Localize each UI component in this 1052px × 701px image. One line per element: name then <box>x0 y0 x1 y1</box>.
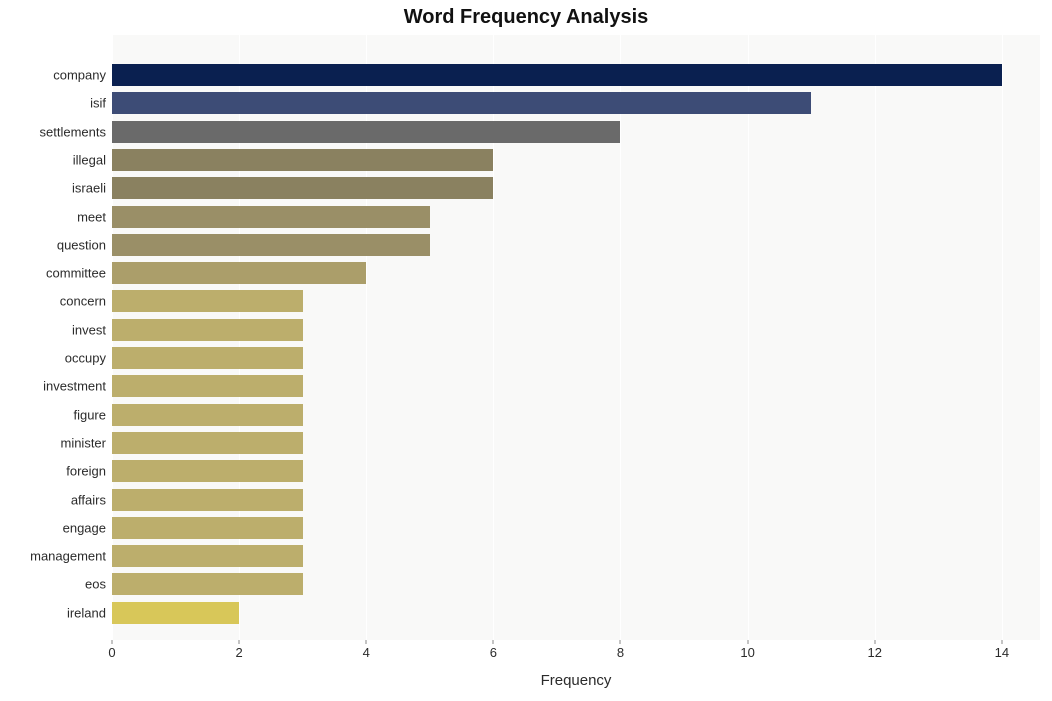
x-tick-label: 6 <box>490 645 497 660</box>
x-tick-label: 0 <box>108 645 115 660</box>
y-tick-label: ireland <box>67 605 106 620</box>
y-tick-label: occupy <box>65 351 106 366</box>
y-tick-label: committee <box>46 266 106 281</box>
y-tick-label: foreign <box>66 464 106 479</box>
x-tick-mark <box>366 640 367 644</box>
bar-question <box>112 234 430 256</box>
x-tick-mark <box>874 640 875 644</box>
y-tick-label: eos <box>85 577 106 592</box>
y-tick-label: affairs <box>71 492 106 507</box>
bar-invest <box>112 319 303 341</box>
x-tick-label: 10 <box>740 645 754 660</box>
x-tick-mark <box>493 640 494 644</box>
x-tick-label: 12 <box>868 645 882 660</box>
y-tick-label: management <box>30 549 106 564</box>
bar-minister <box>112 432 303 454</box>
gridline <box>875 35 876 640</box>
x-tick-mark <box>747 640 748 644</box>
x-tick-label: 8 <box>617 645 624 660</box>
x-axis-label: Frequency <box>112 672 1040 689</box>
x-tick-mark <box>239 640 240 644</box>
x-tick-label: 2 <box>235 645 242 660</box>
x-tick-mark <box>620 640 621 644</box>
x-tick-mark <box>112 640 113 644</box>
y-tick-label: settlements <box>40 124 106 139</box>
bar-management <box>112 545 303 567</box>
x-tick-label: 4 <box>363 645 370 660</box>
bar-engage <box>112 517 303 539</box>
bar-eos <box>112 573 303 595</box>
word-frequency-chart: Word Frequency Analysis company isif settl… <box>0 0 1052 701</box>
bar-ireland <box>112 602 239 624</box>
bar-investment <box>112 375 303 397</box>
gridline <box>1002 35 1003 640</box>
gridline <box>620 35 621 640</box>
y-tick-label: figure <box>73 407 106 422</box>
y-tick-label: concern <box>60 294 106 309</box>
y-tick-label: illegal <box>73 152 106 167</box>
bar-illegal <box>112 149 493 171</box>
chart-title: Word Frequency Analysis <box>0 6 1052 29</box>
bar-israeli <box>112 177 493 199</box>
x-tick-label: 14 <box>995 645 1009 660</box>
plot-area <box>112 35 1040 640</box>
bar-company <box>112 64 1002 86</box>
bar-figure <box>112 404 303 426</box>
bar-foreign <box>112 460 303 482</box>
y-tick-label: isif <box>90 96 106 111</box>
y-tick-label: minister <box>60 435 106 450</box>
gridline <box>748 35 749 640</box>
bar-isif <box>112 92 811 114</box>
bar-occupy <box>112 347 303 369</box>
y-tick-label: question <box>57 237 106 252</box>
y-tick-label: israeli <box>72 181 106 196</box>
bar-settlements <box>112 121 620 143</box>
y-tick-label: engage <box>63 520 106 535</box>
bar-meet <box>112 206 430 228</box>
bar-affairs <box>112 489 303 511</box>
y-tick-label: investment <box>43 379 106 394</box>
x-tick-mark <box>1001 640 1002 644</box>
y-tick-label: company <box>53 68 106 83</box>
bar-committee <box>112 262 366 284</box>
y-tick-label: meet <box>77 209 106 224</box>
y-tick-label: invest <box>72 322 106 337</box>
bar-concern <box>112 290 303 312</box>
